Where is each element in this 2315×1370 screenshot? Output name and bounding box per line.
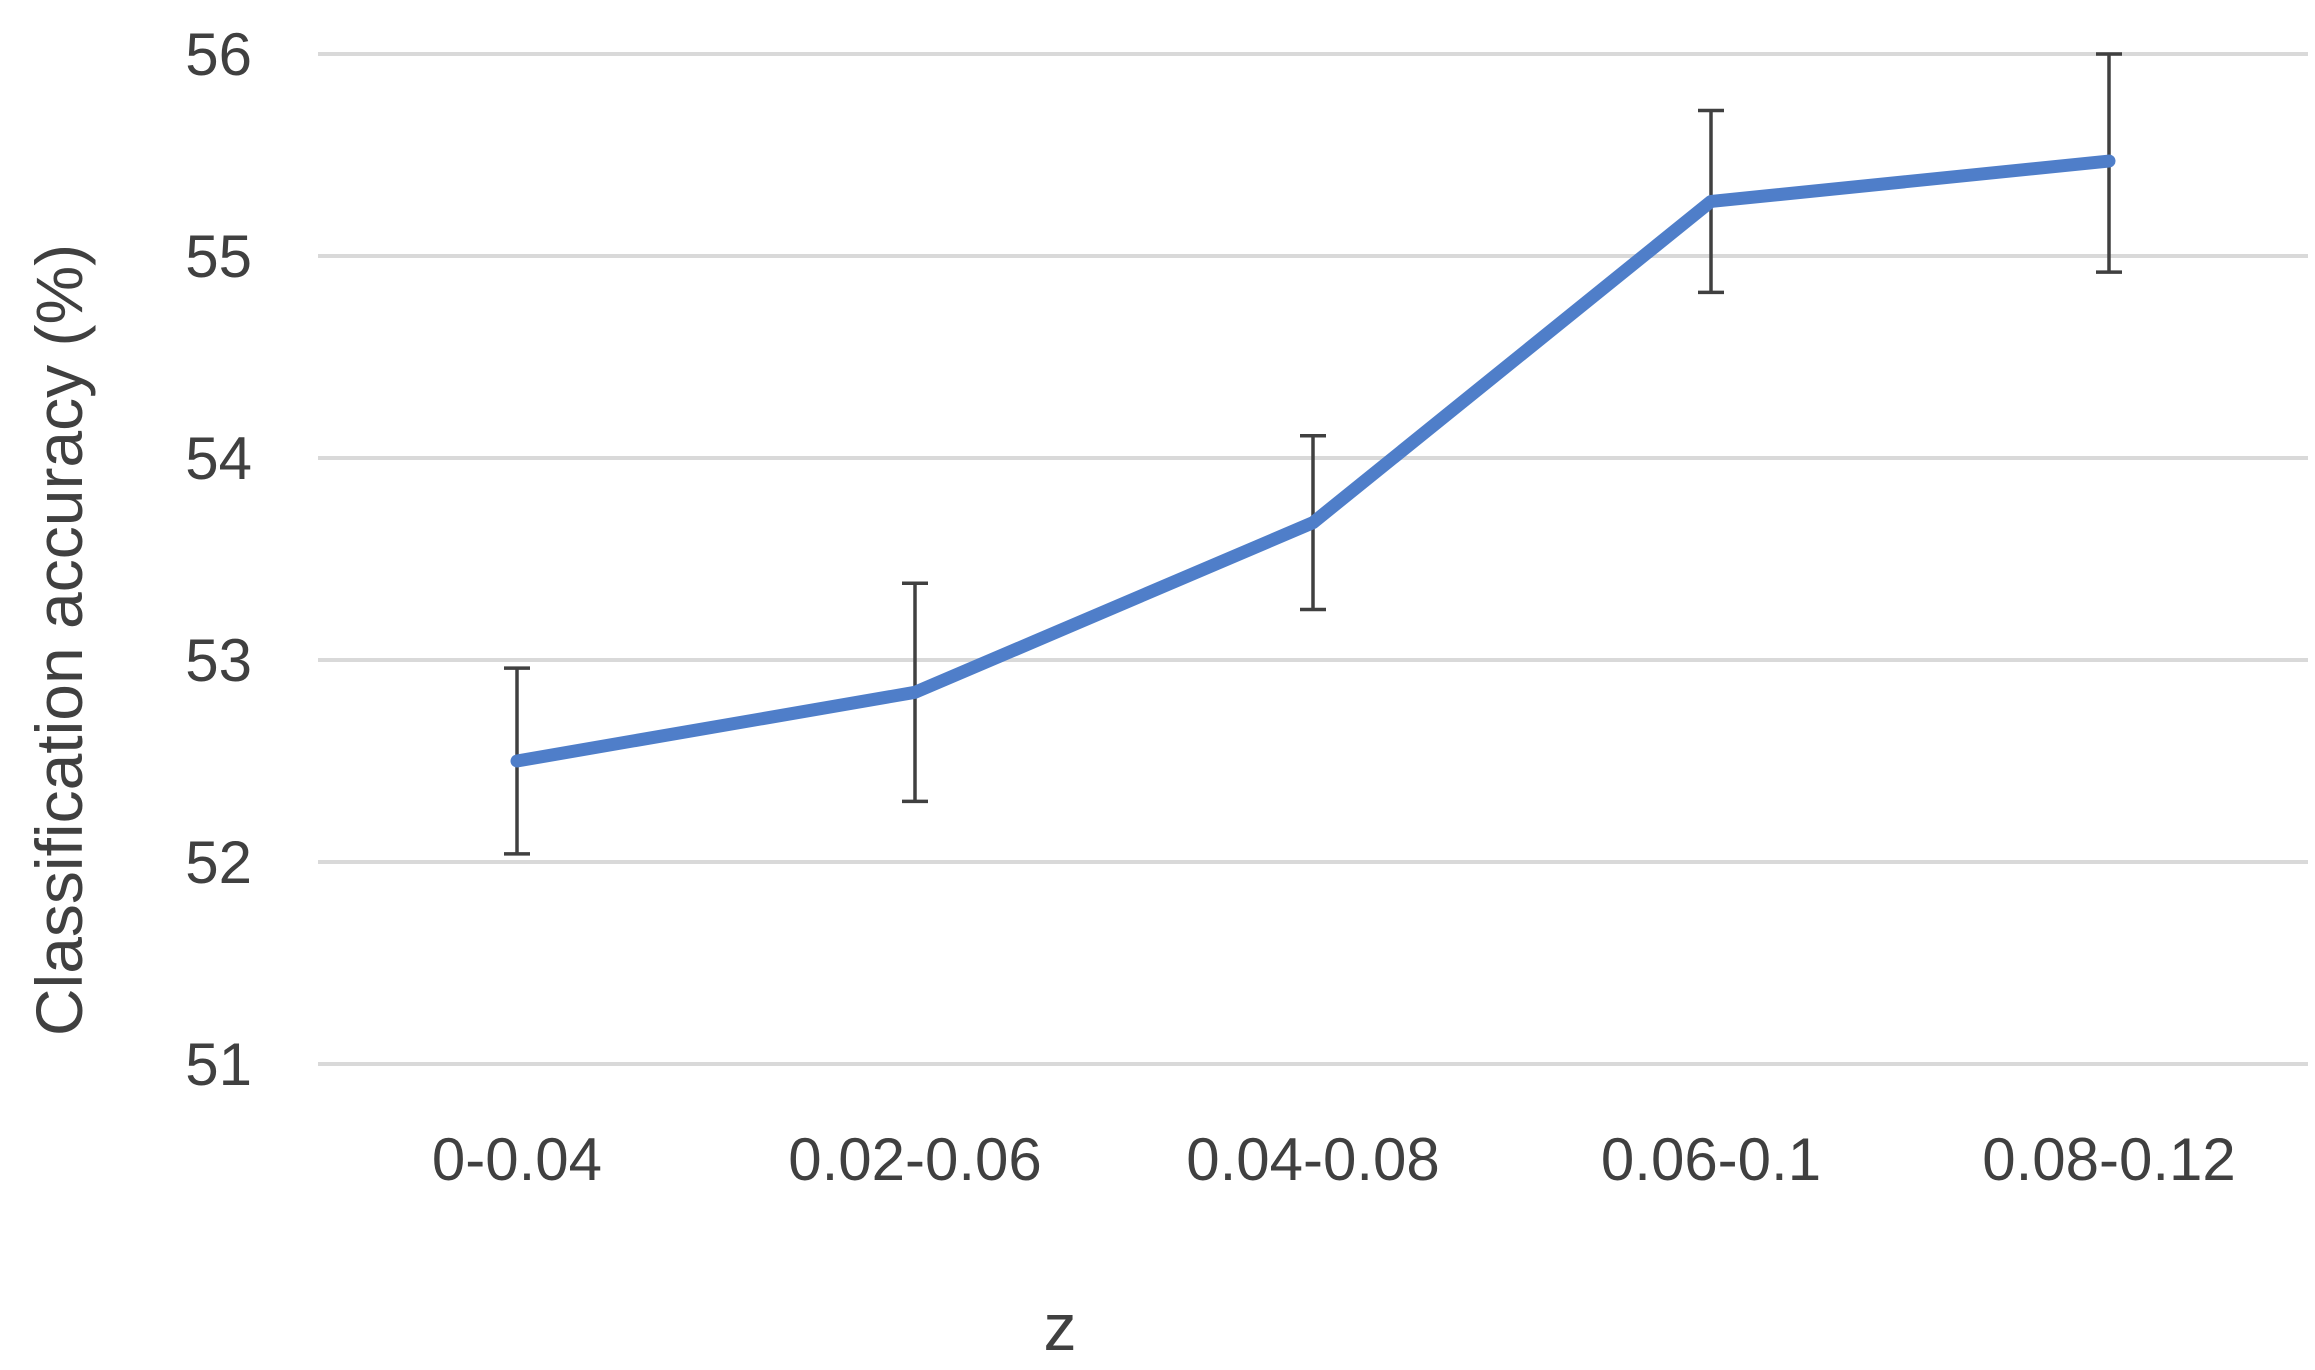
- y-axis-ticks: 51 52 53 54 55 56: [185, 21, 252, 1098]
- x-tick-label: 0.04-0.08: [1186, 1126, 1440, 1193]
- y-tick-label: 55: [185, 223, 252, 290]
- error-bars: [504, 52, 2122, 856]
- x-tick-label: 0.06-0.1: [1601, 1126, 1821, 1193]
- gridlines: [318, 52, 2308, 1066]
- x-tick-label: 0-0.04: [432, 1126, 602, 1193]
- data-point: [1310, 519, 1316, 526]
- y-tick-label: 51: [185, 1031, 252, 1098]
- x-tick-label: 0.08-0.12: [1982, 1126, 2236, 1193]
- x-axis-ticks: 0-0.04 0.02-0.06 0.04-0.08 0.06-0.1 0.08-0.1…: [432, 1126, 2236, 1193]
- data-point: [514, 758, 520, 764]
- series-lines: [510, 154, 2116, 768]
- y-tick-label: 53: [185, 627, 252, 694]
- y-tick-label: 52: [185, 829, 252, 896]
- y-tick-label: 54: [185, 425, 252, 492]
- x-axis-title: z: [1044, 1290, 1077, 1364]
- x-tick-label: 0.02-0.06: [788, 1126, 1042, 1193]
- y-tick-label: 56: [185, 21, 252, 88]
- data-point: [2106, 158, 2112, 165]
- data-point: [912, 689, 918, 696]
- y-axis-title: Classification accuracy (%): [22, 244, 96, 1036]
- data-point: [1708, 198, 1714, 205]
